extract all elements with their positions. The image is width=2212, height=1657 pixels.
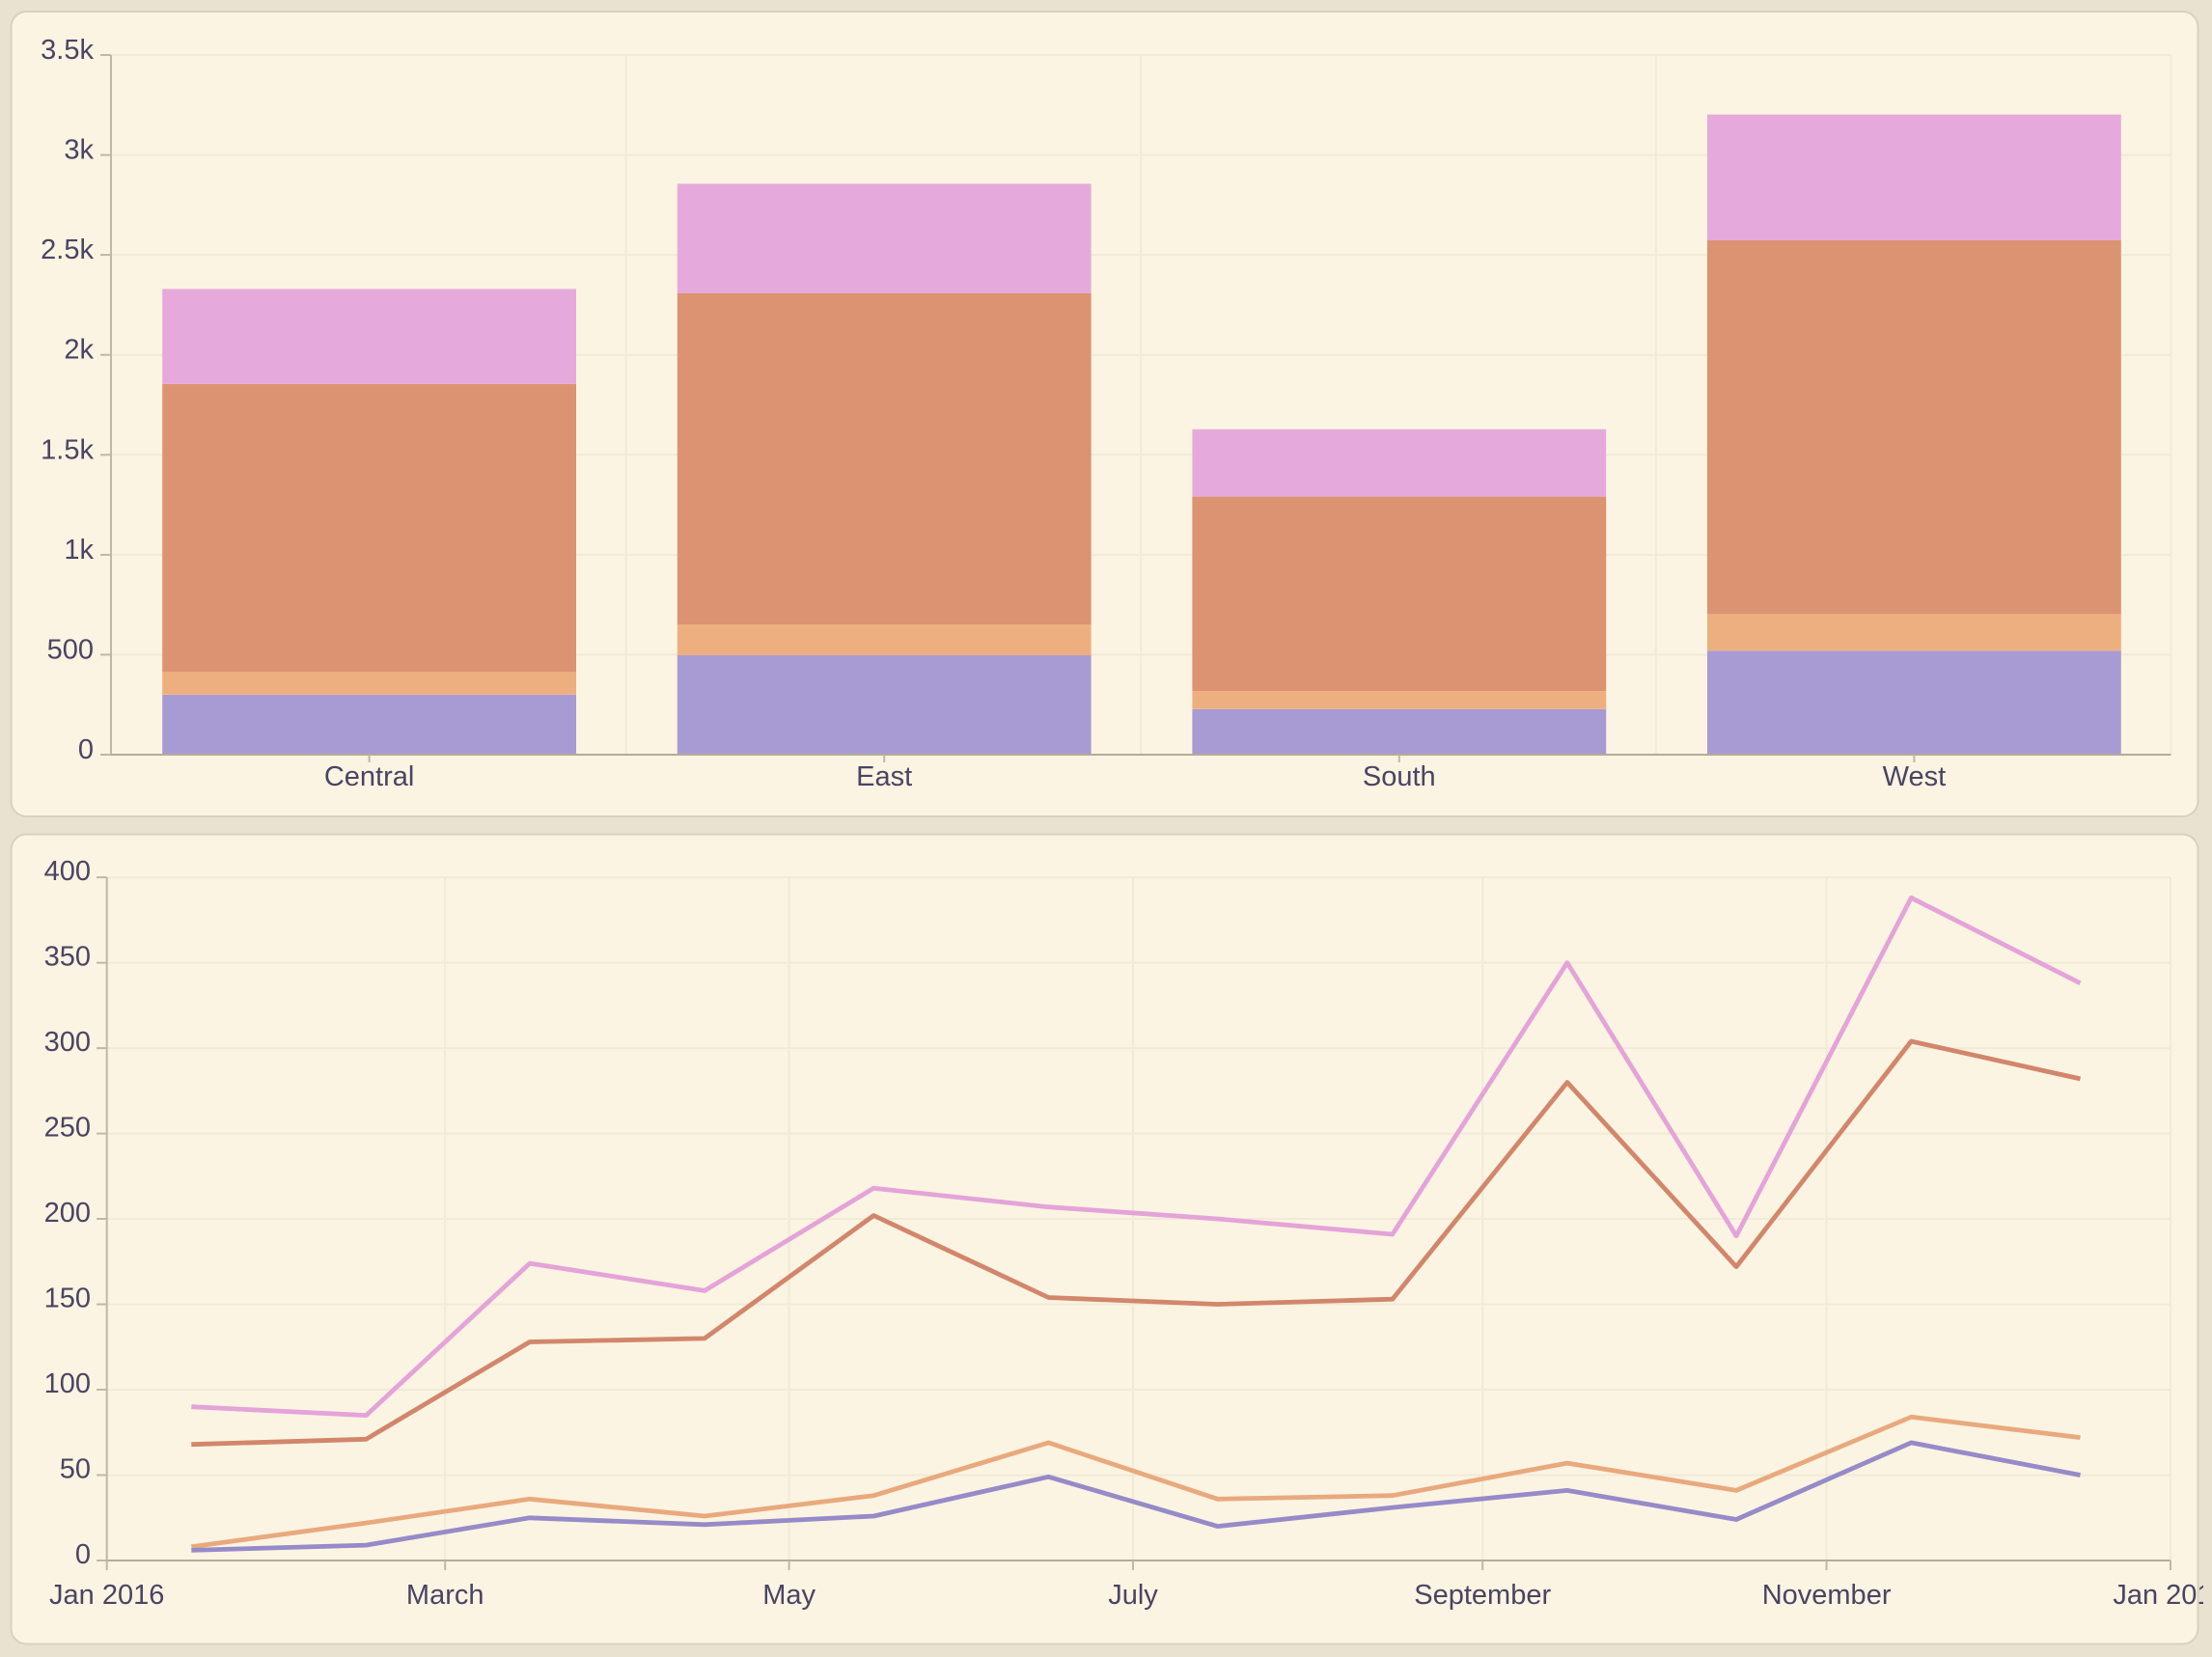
svg-text:50: 50 [60,1454,91,1485]
svg-text:Jan 2017: Jan 2017 [2113,1580,2212,1611]
svg-text:0: 0 [75,1539,91,1570]
svg-text:200: 200 [44,1198,91,1229]
svg-text:West: West [1883,761,1947,792]
svg-text:South: South [1363,761,1436,792]
svg-text:1.5k: 1.5k [41,434,94,465]
svg-text:150: 150 [44,1284,91,1314]
svg-text:400: 400 [44,856,91,887]
svg-text:0: 0 [78,734,94,765]
svg-text:100: 100 [44,1368,91,1399]
svg-text:East: East [856,761,912,792]
svg-text:3k: 3k [64,135,94,166]
svg-text:2.5k: 2.5k [41,235,94,265]
svg-text:3.5k: 3.5k [41,35,94,66]
svg-text:500: 500 [47,634,94,665]
svg-text:Central: Central [324,761,415,792]
svg-text:March: March [406,1580,484,1611]
svg-text:350: 350 [44,942,91,973]
svg-text:250: 250 [44,1113,91,1144]
svg-text:July: July [1108,1580,1158,1611]
svg-text:September: September [1414,1580,1551,1611]
svg-text:300: 300 [44,1027,91,1058]
svg-text:2k: 2k [64,335,94,366]
svg-text:November: November [1762,1580,1892,1611]
svg-text:1k: 1k [64,535,94,566]
svg-text:May: May [762,1580,816,1611]
svg-text:Jan 2016: Jan 2016 [49,1580,164,1611]
